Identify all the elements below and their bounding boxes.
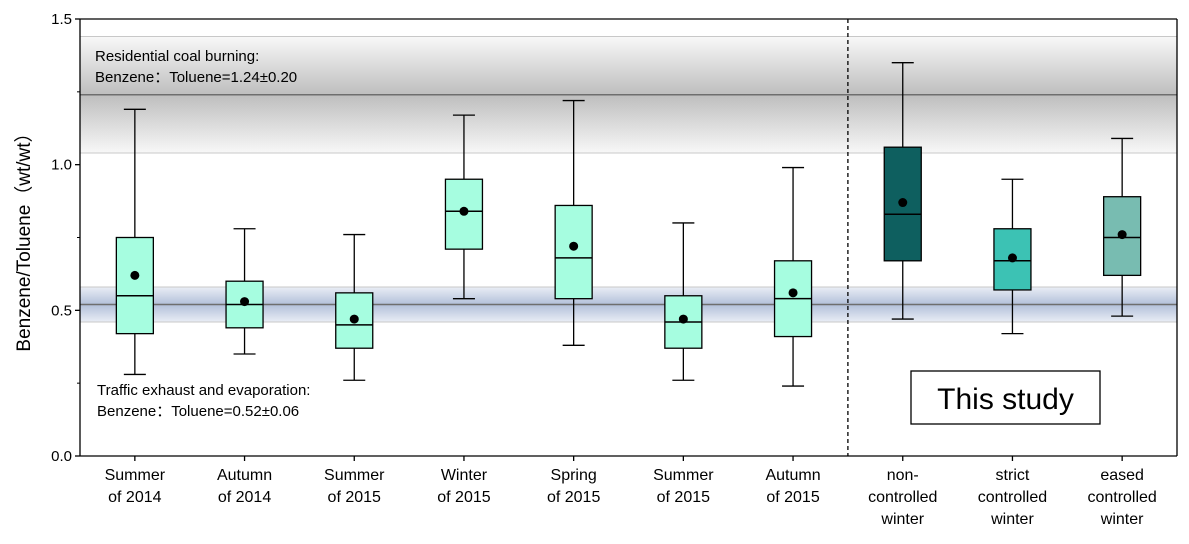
x-tick-label-line: of 2014 [108, 489, 161, 506]
traffic-band-label-line-2: Benzene：Toluene=0.52±0.06 [97, 403, 299, 420]
box-body [116, 238, 153, 334]
box-body [555, 205, 592, 298]
x-tick-label-line: Summer [653, 467, 714, 484]
coal-band-label-line-1: Residential coal burning: [95, 48, 259, 65]
x-tick-label-line: of 2015 [547, 489, 600, 506]
mean-marker [459, 207, 468, 216]
mean-marker [569, 242, 578, 251]
traffic-band-label-line-1: Traffic exhaust and evaporation: [97, 382, 310, 399]
mean-marker [789, 288, 798, 297]
x-tick-label-line: winter [990, 511, 1034, 528]
x-tick-label-line: controlled [978, 489, 1047, 506]
y-tick-label: 0.5 [51, 302, 72, 319]
y-tick-label: 1.0 [51, 157, 72, 174]
mean-marker [350, 315, 359, 324]
mean-marker [1118, 230, 1127, 239]
box-6 [775, 168, 812, 386]
x-tick-label-line: of 2015 [657, 489, 710, 506]
coal-band-label-line-2: Benzene：Toluene=1.24±0.20 [95, 69, 297, 86]
mean-marker [679, 315, 688, 324]
x-tick-label: Autumn of 2014 [217, 467, 272, 506]
x-tick-label: Winter of 2015 [437, 467, 490, 506]
box-2 [336, 235, 373, 381]
mean-marker [130, 271, 139, 280]
x-tick-label-line: Spring [551, 467, 597, 484]
x-tick-label-line: Autumn [765, 467, 820, 484]
x-tick-label-line: Summer [324, 467, 385, 484]
x-tick-label-line: strict [996, 467, 1030, 484]
x-tick-label-line: of 2015 [437, 489, 490, 506]
x-tick-label: Spring of 2015 [547, 467, 600, 506]
mean-marker [240, 297, 249, 306]
box-1 [226, 229, 263, 354]
x-tick-label-line: Summer [105, 467, 166, 484]
x-tick-label: eased controlled winter [1087, 467, 1156, 528]
x-tick-label-line: non- [887, 467, 919, 484]
x-tick-label: Summer of 2015 [324, 467, 385, 506]
x-tick-label-line: winter [1100, 511, 1144, 528]
x-tick-label: Summer of 2015 [653, 467, 714, 506]
x-tick-label: Autumn of 2015 [765, 467, 820, 506]
x-tick-label: Summer of 2014 [105, 467, 166, 506]
y-axis-label: Benzene/Toluene（wt/wt） [13, 123, 35, 351]
x-tick-label: non-controlled winter [868, 467, 937, 528]
box-5 [665, 223, 702, 380]
x-tick-label-line: Autumn [217, 467, 272, 484]
x-tick-label-line: eased [1100, 467, 1144, 484]
mean-marker [1008, 253, 1017, 262]
mean-marker [898, 198, 907, 207]
x-tick-label-line: controlled [1087, 489, 1156, 506]
y-tick-label: 1.5 [51, 11, 72, 28]
y-tick-label: 0.0 [51, 448, 72, 465]
annotation-text: This study [937, 383, 1074, 416]
x-tick-label-line: of 2014 [218, 489, 271, 506]
x-tick-label-line: of 2015 [328, 489, 381, 506]
x-tick-label-line: winter [880, 511, 924, 528]
x-tick-label-line: controlled [868, 489, 937, 506]
x-tick-label-line: Winter [441, 467, 488, 484]
x-tick-label-line: of 2015 [766, 489, 819, 506]
x-tick-label: strict controlled winter [978, 467, 1047, 528]
